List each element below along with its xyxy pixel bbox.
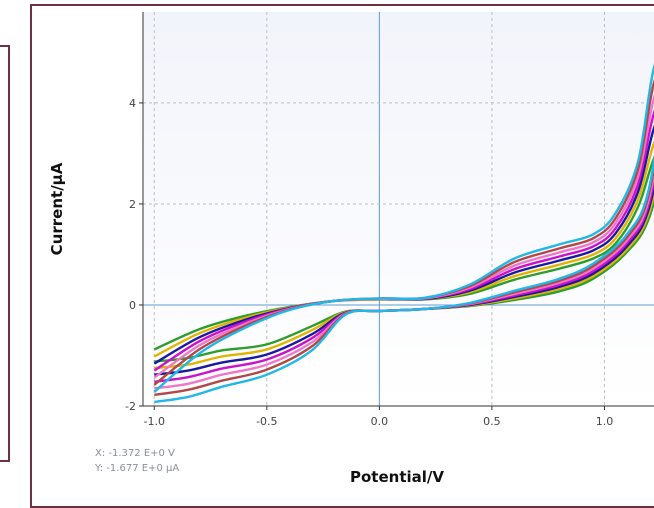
- cursor-x-readout: X: -1.372 E+0 V: [95, 448, 175, 459]
- x-tick-label: -1.0: [144, 415, 165, 428]
- series-2-forward-sweep: [153, 140, 654, 358]
- tick-labels: -1.0 -0.5 0.0 0.5 1.0 -2 0 2 4: [125, 97, 613, 428]
- x-axis-title: Potential/V: [350, 468, 444, 486]
- y-axis-title: Current/μA: [48, 162, 66, 255]
- x-tick-label: 0.0: [371, 415, 389, 428]
- grid-lines: [142, 12, 654, 407]
- left-panel-edge: [0, 45, 10, 462]
- y-tick-label: 0: [129, 299, 136, 312]
- series-4-forward-sweep: [153, 109, 654, 372]
- series-6-forward-sweep: [153, 78, 654, 386]
- chart-panel[interactable]: -1.0 -0.5 0.0 0.5 1.0 -2 0 2 4 Current/μA Potent…: [30, 4, 654, 508]
- y-tick-label: -2: [125, 400, 136, 413]
- x-tick-label: -0.5: [256, 415, 277, 428]
- series-3-forward-sweep: [153, 124, 654, 365]
- cv-plot[interactable]: -1.0 -0.5 0.0 0.5 1.0 -2 0 2 4 Current/μA Potent…: [32, 6, 654, 506]
- series-7-forward-sweep: [153, 63, 654, 393]
- plot-area[interactable]: [143, 12, 654, 406]
- y-tick-label: 4: [129, 97, 136, 110]
- series-7-reverse-sweep: [154, 154, 654, 404]
- series-layer: [153, 63, 654, 404]
- x-tick-label: 1.0: [596, 415, 614, 428]
- cursor-y-readout: Y: -1.677 E+0 μA: [95, 463, 180, 474]
- series-1-forward-sweep: [153, 155, 654, 351]
- x-tick-label: 0.5: [483, 415, 501, 428]
- y-tick-label: 2: [129, 198, 136, 211]
- series-5-forward-sweep: [153, 94, 654, 379]
